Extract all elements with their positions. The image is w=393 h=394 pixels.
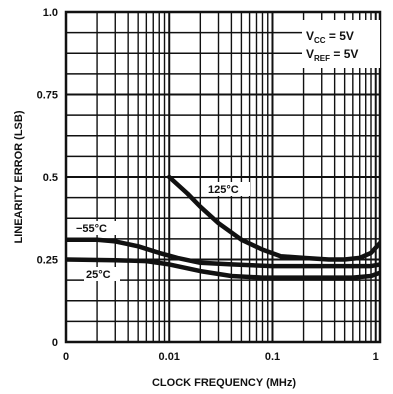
curve-label-background [84, 267, 120, 281]
grid [66, 12, 380, 342]
vcc-symbol: V [306, 29, 314, 43]
curve-label: 125°C [208, 184, 239, 196]
vref-subscript: REF [314, 54, 330, 63]
x-tick-label: 0 [63, 351, 69, 363]
curve-label: 25°C [86, 269, 111, 281]
y-tick-label: 0.75 [37, 90, 58, 102]
curve-labels: 125°C −55°C 25°C [74, 182, 250, 281]
vref-value: = 5V [330, 47, 358, 61]
vref-symbol: V [306, 47, 314, 61]
series-line [166, 174, 380, 262]
vcc-subscript: CC [314, 36, 326, 45]
vref-condition: VREF = 5V [306, 47, 358, 63]
curve-label-background [206, 182, 250, 196]
vcc-condition: VCC = 5V [306, 29, 354, 45]
y-axis-label: LINEARITY ERROR (LSB) [13, 110, 25, 243]
x-tick-label: 0.1 [265, 351, 280, 363]
y-tick-label: 1.0 [43, 7, 58, 19]
x-tick-label: 0.01 [159, 351, 180, 363]
vcc-value: = 5V [326, 29, 354, 43]
conditions-box: VCC = 5V VREF = 5V [302, 20, 380, 68]
y-tick-label: 0.25 [37, 255, 58, 267]
curve-label: −55°C [76, 223, 107, 235]
series-line [66, 257, 380, 280]
plot-frame [64, 10, 382, 344]
x-axis-label: CLOCK FREQUENCY (MHz) [152, 377, 296, 389]
conditions-background [302, 20, 380, 68]
series-line [66, 237, 380, 269]
tick-labels: 0 0.01 0.1 1 0 0.25 0.5 0.75 1.0 [37, 7, 379, 363]
x-tick-label: 1 [373, 351, 379, 363]
y-tick-label: 0.5 [43, 172, 58, 184]
y-tick-label: 0 [52, 337, 58, 349]
series-group [66, 174, 380, 280]
curve-label-background [74, 221, 116, 235]
